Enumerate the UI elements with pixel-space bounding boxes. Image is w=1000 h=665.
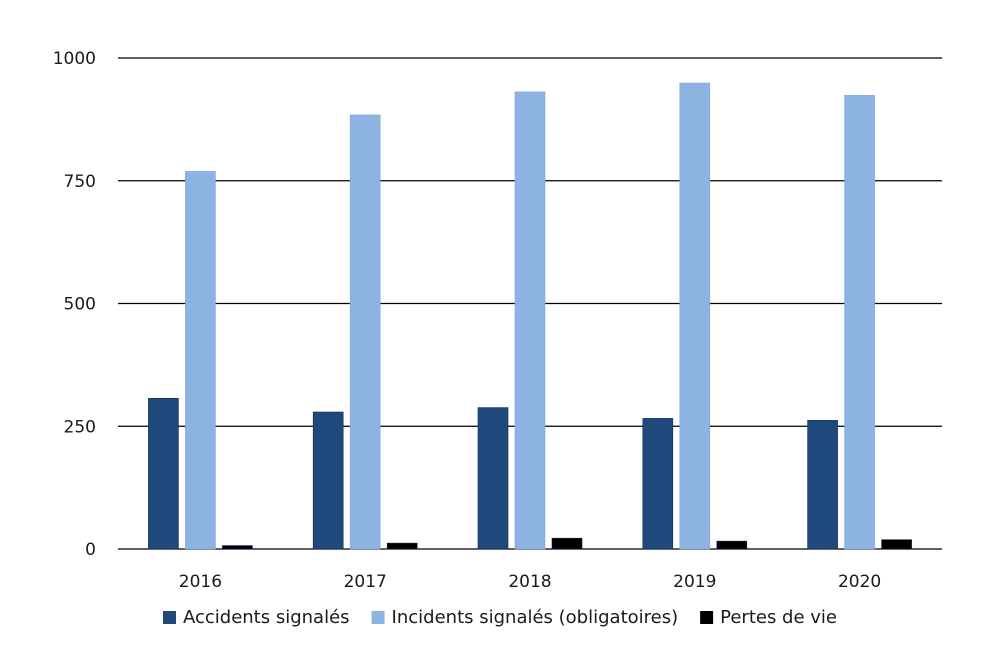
bar-incidents <box>185 171 216 550</box>
bar-incidents <box>514 91 546 550</box>
legend-label: Incidents signalés (obligatoires) <box>392 607 679 628</box>
legend-swatch <box>371 611 385 624</box>
x-tick-label: 2018 <box>508 572 551 592</box>
legend-label: Pertes de vie <box>720 607 837 628</box>
legend-item: Incidents signalés (obligatoires) <box>371 607 679 628</box>
x-tick-label: 2019 <box>673 572 716 592</box>
y-tick-label: 1000 <box>53 49 96 69</box>
legend-swatch <box>162 611 176 624</box>
y-tick-label: 500 <box>64 295 96 315</box>
bar-pertes-de-vie <box>386 542 418 550</box>
y-tick-label: 250 <box>64 417 96 437</box>
legend-item: Pertes de vie <box>700 607 837 628</box>
bar-accidents <box>642 418 674 550</box>
y-axis: 0 250 500 750 1000 <box>53 49 96 560</box>
legend: Accidents signalés Incidents signalés (ob… <box>162 607 837 628</box>
bar-incidents <box>679 82 711 550</box>
x-tick-label: 2020 <box>838 572 881 592</box>
y-tick-label: 0 <box>85 540 96 560</box>
bar-accidents <box>312 411 344 550</box>
bar-incidents <box>844 95 875 550</box>
x-tick-label: 2017 <box>344 572 387 592</box>
bar-pertes-de-vie <box>881 539 912 550</box>
x-axis: 2016 2017 2018 2019 2020 <box>179 572 881 592</box>
bar-pertes-de-vie <box>551 537 583 550</box>
bar-pertes-de-vie <box>222 545 253 550</box>
bars <box>148 82 912 550</box>
bar-accidents <box>148 397 179 550</box>
bar-pertes-de-vie <box>716 540 748 550</box>
legend-label: Accidents signalés <box>183 607 350 628</box>
y-tick-label: 750 <box>64 172 96 192</box>
bar-accidents <box>807 420 838 550</box>
bar-accidents <box>477 407 509 550</box>
bar-incidents <box>349 114 381 550</box>
legend-item: Accidents signalés <box>162 607 350 628</box>
legend-swatch <box>700 611 714 624</box>
x-tick-label: 2016 <box>179 572 222 592</box>
